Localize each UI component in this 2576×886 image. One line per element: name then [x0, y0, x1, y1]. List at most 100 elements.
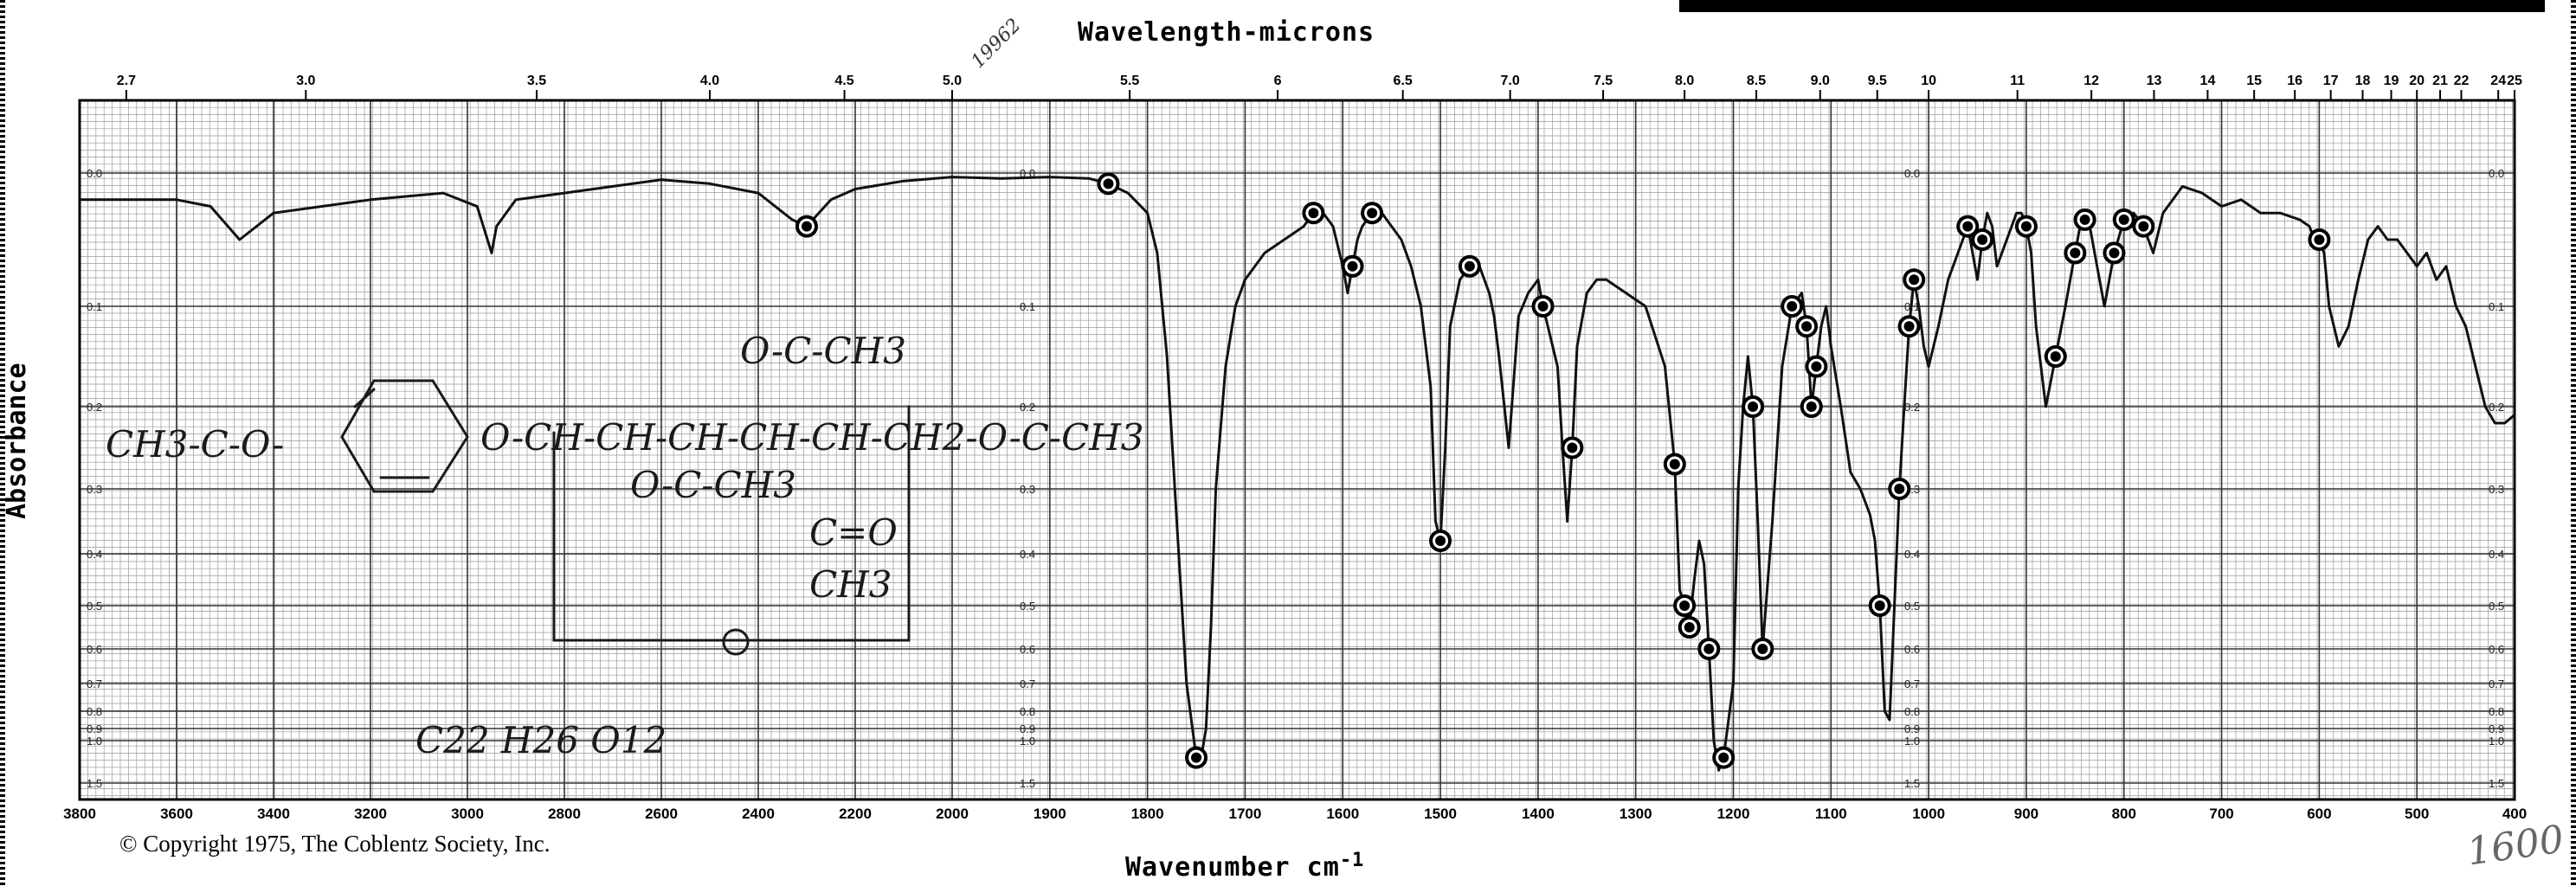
top-tick-label: 15	[2246, 74, 2262, 88]
peak-marker-dot	[1308, 208, 1319, 219]
peak-marker-dot	[2070, 247, 2081, 259]
y-tick-label: 0.5	[1020, 600, 1035, 613]
y-tick-label: 0.9	[87, 722, 102, 735]
top-tick-label: 2.7	[117, 74, 136, 88]
y-tick-label: 1.5	[1904, 777, 1920, 790]
x-tick-label: 3400	[257, 806, 290, 822]
x-tick-label: 1400	[1522, 806, 1555, 822]
x-tick-label: 2400	[742, 806, 775, 822]
y-tick-label: 1.5	[87, 777, 102, 790]
x-tick-label: 3800	[63, 806, 96, 822]
peak-marker-dot	[1801, 321, 1813, 332]
x-tick-label: 1900	[1034, 806, 1066, 822]
y-tick-label: 0.7	[87, 677, 102, 690]
peak-marker-dot	[1703, 644, 1715, 654]
chart-grid	[79, 100, 2515, 799]
peak-marker-dot	[1435, 536, 1446, 546]
peak-marker-dot	[1679, 600, 1690, 611]
x-tick-label: 2200	[839, 806, 872, 822]
y-tick-label: 0.3	[87, 483, 102, 496]
formula-sketch-mid: O-C-CH3	[630, 464, 796, 506]
top-black-bar	[1679, 0, 2545, 12]
y-tick-label: 0.8	[1020, 705, 1035, 718]
x-tick-label: 1200	[1717, 806, 1750, 822]
y-tick-label: 0.1	[1020, 300, 1035, 313]
top-tick-label: 5.0	[943, 74, 962, 88]
x-tick-label: 2000	[936, 806, 969, 822]
y-axis-label: Absorbance	[2, 363, 32, 519]
y-tick-label: 0.4	[1020, 548, 1035, 561]
plot-frame	[78, 99, 2516, 801]
y-tick-label: 0.0	[2489, 167, 2504, 180]
y-tick-label: 0.1	[2489, 300, 2504, 313]
y-tick-label: 1.0	[1904, 735, 1920, 748]
formula-sketch-right2: CH3	[809, 563, 892, 606]
peak-marker-dot	[2050, 351, 2061, 362]
top-tick-label: 11	[2010, 74, 2025, 88]
x-tick-label: 2600	[645, 806, 678, 822]
x-tick-label: 900	[2014, 806, 2038, 822]
y-tick-label: 1.0	[2489, 735, 2504, 748]
x-tick-label: 600	[2307, 806, 2331, 822]
peak-marker-dot	[2118, 214, 2129, 225]
top-tick-label: 6.5	[1394, 74, 1413, 88]
y-tick-label: 0.5	[87, 600, 102, 613]
peak-marker-dot	[1757, 644, 1768, 654]
x-tick-label: 3600	[160, 806, 193, 822]
top-tick-label: 4.0	[700, 74, 719, 88]
y-tick-label: 0.3	[2489, 483, 2504, 496]
top-tick-label: 3.5	[527, 74, 546, 88]
handwritten-structure: CH3-C-O- O-CH-CH-CH-CH-CH-CH2-O-C-CH3 O-C-…	[106, 330, 1144, 761]
y-tick-label: 0.4	[87, 548, 102, 561]
x-tick-label: 3000	[451, 806, 484, 822]
peak-marker-dot	[1748, 401, 1759, 412]
top-tick-label: 24	[2490, 74, 2506, 88]
chart-title: Wavelength-microns	[1078, 17, 1375, 48]
y-tick-label: 1.5	[2489, 777, 2504, 790]
x-tick-label: 1700	[1229, 806, 1262, 822]
x-tick-label: 400	[2502, 806, 2527, 822]
y-tick-label: 0.6	[2489, 643, 2504, 656]
peak-marker-dot	[2079, 214, 2090, 225]
x-tick-label: 1500	[1424, 806, 1457, 822]
peak-marker-dot	[1874, 600, 1885, 611]
top-tick-label: 19	[2384, 74, 2399, 88]
y-tick-label: 1.0	[1020, 735, 1035, 748]
x-tick-label: 800	[2112, 806, 2136, 822]
peak-marker-dot	[2314, 234, 2325, 245]
y-tick-label: 0.0	[1904, 167, 1920, 180]
y-tick-label: 0.6	[1020, 643, 1035, 656]
x-axis-label-text: Wavenumber cm	[1125, 852, 1340, 883]
top-tick-label: 8.0	[1675, 74, 1694, 88]
top-tick-label: 4.5	[834, 74, 853, 88]
y-tick-label: 0.6	[87, 643, 102, 656]
y-tick-label: 1.5	[1020, 777, 1035, 790]
chart-ticks: 3800 3600 3400 3200 3000 2800 2600 2400 2200 2000…	[63, 74, 2527, 822]
top-tick-label: 6	[1274, 74, 1282, 88]
y-tick-label: 0.8	[87, 705, 102, 718]
y-tick-label: 0.7	[1904, 677, 1920, 690]
top-tick-label: 17	[2323, 74, 2339, 88]
y-tick-label: 0.9	[2489, 722, 2504, 735]
top-tick-label: 12	[2083, 74, 2099, 88]
formula-sketch-left: CH3-C-O-	[106, 423, 284, 465]
x-tick-label: 700	[2209, 806, 2233, 822]
peak-marker-dot	[1684, 622, 1695, 632]
top-tick-label: 20	[2409, 74, 2425, 88]
y-tick-label: 1.0	[87, 735, 102, 748]
peak-marker-dot	[1537, 301, 1549, 311]
peak-marker-dot	[1894, 484, 1905, 494]
y-tick-label: 0.4	[1904, 548, 1920, 561]
top-tick-label: 7.0	[1501, 74, 1520, 88]
peak-marker-dot	[1811, 361, 1822, 372]
formula-sketch-chain: O-CH-CH-CH-CH-CH-CH2-O-C-CH3	[480, 416, 1144, 459]
x-tick-label: 1000	[1912, 806, 1945, 822]
peak-marker-dot	[1962, 221, 1974, 232]
y-tick-label: 0.5	[2489, 600, 2504, 613]
ring-box-sketch	[552, 405, 911, 642]
y-tick-label: 0.3	[1020, 483, 1035, 496]
top-tick-label: 5.5	[1120, 74, 1139, 88]
y-tick-label: 0.0	[87, 167, 102, 180]
top-tick-label: 14	[2200, 74, 2216, 88]
